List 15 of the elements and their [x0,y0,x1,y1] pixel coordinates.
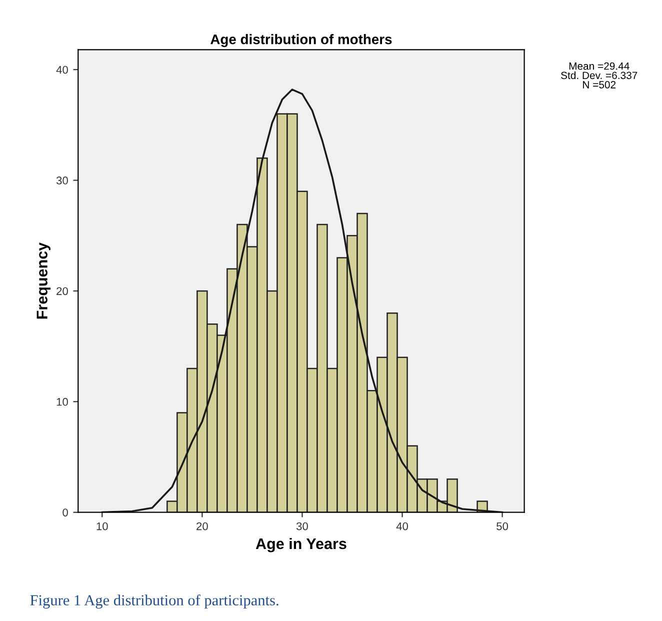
y-tick-label: 40 [56,66,68,74]
y-tick-label: 10 [56,398,68,406]
y-tick-label: 30 [56,176,68,184]
x-tick-label: 40 [396,522,408,530]
x-tick-label: 50 [496,522,508,530]
y-tick-label: 0 [62,508,68,516]
x-tick-label: 20 [196,522,208,530]
x-tick-label: 10 [96,522,108,530]
text: Mean =29.44 Std. Dev. =6.337 N =502 [561,62,638,88]
chart-title: Age distribution of mothers [210,34,392,48]
x-tick-label: 30 [296,522,308,530]
y-axis-title: Frequency [36,242,50,319]
x-axis-title: Age in Years [256,538,346,552]
caption: Figure 1 Age distribution of participants. [30,594,278,609]
y-tick-label: 20 [56,287,68,296]
